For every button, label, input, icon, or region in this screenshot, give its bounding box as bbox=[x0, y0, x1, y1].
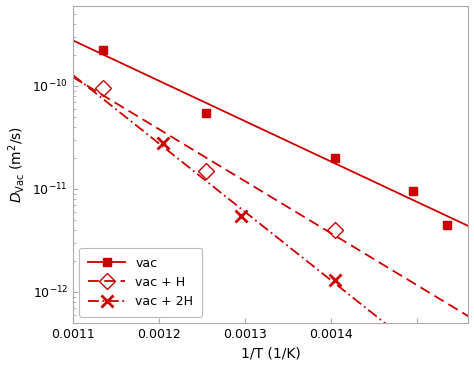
vac bbox=[100, 48, 106, 53]
vac bbox=[444, 223, 450, 227]
vac bbox=[203, 111, 209, 115]
vac bbox=[410, 189, 415, 193]
Line: vac + H: vac + H bbox=[98, 82, 341, 235]
vac + H bbox=[332, 228, 338, 232]
vac bbox=[332, 156, 338, 160]
Legend: vac, vac + H, vac + 2H: vac, vac + H, vac + 2H bbox=[79, 248, 202, 317]
Line: vac + 2H: vac + 2H bbox=[158, 137, 341, 286]
vac + 2H bbox=[238, 213, 244, 218]
vac + H bbox=[100, 86, 106, 90]
vac + 2H bbox=[160, 141, 166, 145]
vac + 2H bbox=[332, 278, 338, 283]
Line: vac: vac bbox=[99, 46, 451, 229]
X-axis label: 1/T (1/K): 1/T (1/K) bbox=[241, 347, 301, 361]
vac + H bbox=[203, 168, 209, 173]
Y-axis label: $D_{\rm Vac}$ (m$^2$/s): $D_{\rm Vac}$ (m$^2$/s) bbox=[6, 126, 27, 203]
